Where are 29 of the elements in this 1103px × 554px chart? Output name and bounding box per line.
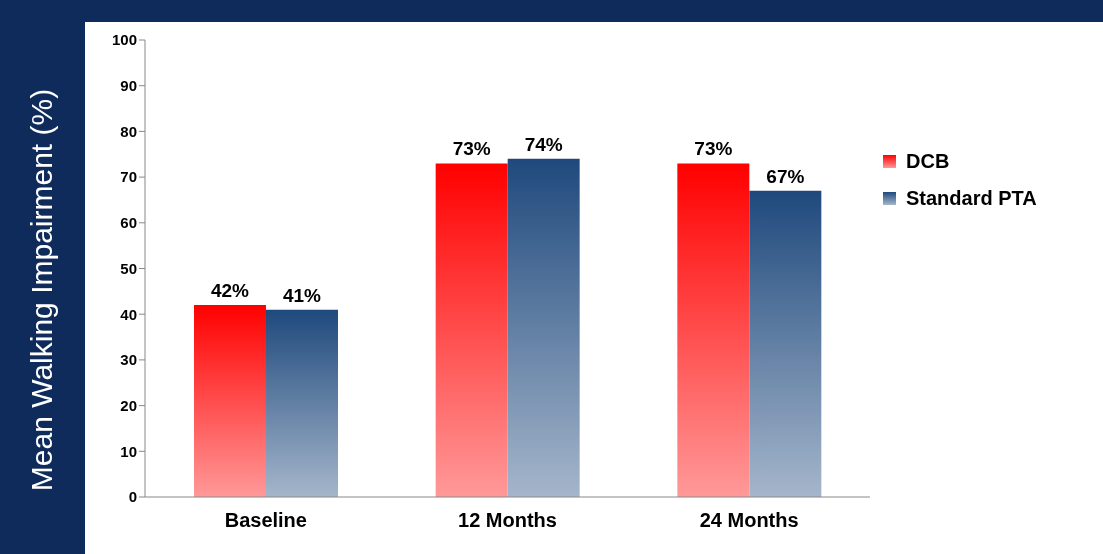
y-axis-title: Mean Walking Impairment (%) <box>25 88 59 492</box>
y-tick-label: 100 <box>111 31 137 49</box>
y-tick-label: 90 <box>120 77 137 95</box>
x-tick-label: 24 Months <box>699 509 799 532</box>
y-tick-label: 70 <box>120 168 137 186</box>
data-label: 73% <box>694 138 733 160</box>
x-tick-label: Baseline <box>224 509 307 532</box>
data-label: 41% <box>282 284 322 306</box>
data-label: 74% <box>524 133 563 155</box>
bar <box>266 309 338 497</box>
y-tick-label: 30 <box>120 351 137 369</box>
bar <box>435 163 508 497</box>
y-tick-label: 40 <box>120 305 137 323</box>
x-tick-label: 12 Months <box>458 509 557 532</box>
y-tick-label: 80 <box>120 122 137 140</box>
data-label: 73% <box>452 138 491 160</box>
data-label: 67% <box>766 165 805 187</box>
y-tick-label: 20 <box>120 396 137 414</box>
legend-label: Standard PTA <box>906 187 1037 210</box>
y-tick-label: 60 <box>120 214 137 232</box>
y-tick-label: 0 <box>128 488 137 506</box>
y-tick-label: 10 <box>120 442 137 460</box>
bar <box>677 163 750 497</box>
data-label: 42% <box>210 280 250 302</box>
y-tick-label: 50 <box>120 259 137 277</box>
bar <box>507 158 580 497</box>
legend-label: DCB <box>906 150 950 173</box>
bar <box>194 305 266 497</box>
bar <box>749 190 822 497</box>
